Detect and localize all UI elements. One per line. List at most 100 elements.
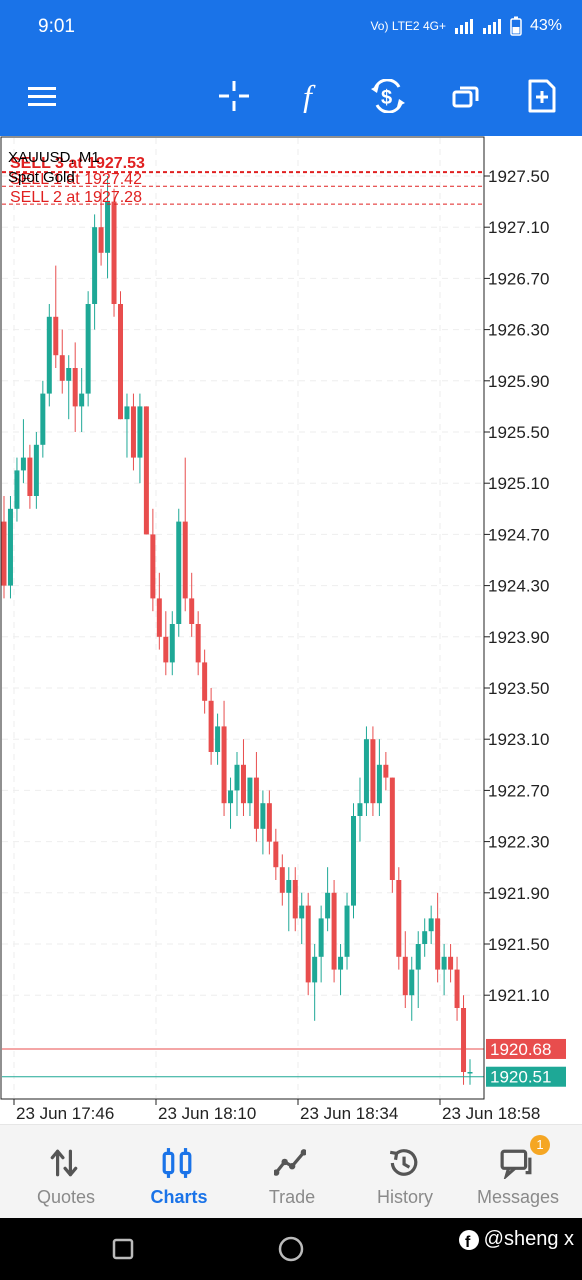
candle-body xyxy=(189,598,195,624)
candle-body xyxy=(92,227,98,304)
chart-frame xyxy=(0,136,485,1100)
candle-body xyxy=(415,944,421,970)
candle xyxy=(1,496,7,599)
candle-body xyxy=(1,521,7,586)
candle-body xyxy=(228,790,234,804)
candle xyxy=(79,368,85,432)
candle-body xyxy=(247,777,253,804)
battery-icon xyxy=(510,16,522,36)
recents-icon[interactable] xyxy=(112,1238,134,1260)
candle xyxy=(415,931,421,1008)
candle-body xyxy=(266,803,272,842)
charts-icon xyxy=(162,1148,192,1178)
candle-body xyxy=(467,1072,473,1074)
candle-body xyxy=(105,201,111,253)
candle xyxy=(163,611,169,676)
candle xyxy=(279,854,285,906)
windows-button[interactable] xyxy=(444,74,488,118)
nav-item-history[interactable]: History xyxy=(347,1125,463,1219)
price-tick-label: 1921.50 xyxy=(488,935,549,954)
nav-item-charts[interactable]: Charts xyxy=(121,1125,237,1219)
chart-toolbar: f $ xyxy=(0,56,582,136)
battery-level: 43% xyxy=(529,17,562,34)
candle xyxy=(422,918,428,957)
nav-label: Charts xyxy=(150,1187,208,1207)
trade-button[interactable]: $ xyxy=(366,74,410,118)
status-time: 9:01 xyxy=(38,16,75,37)
candle xyxy=(435,892,441,983)
nav-item-messages[interactable]: Messages 1 xyxy=(460,1125,576,1219)
candle xyxy=(7,496,13,599)
candle xyxy=(66,355,72,420)
candle xyxy=(454,956,460,1021)
trade-dollar-icon: $ xyxy=(371,79,405,113)
candle xyxy=(234,752,240,816)
chart-grid xyxy=(2,138,484,1098)
candle-body xyxy=(409,969,415,996)
new-order-button[interactable] xyxy=(520,74,564,118)
candle-body xyxy=(79,393,85,407)
candle xyxy=(195,611,201,676)
notification-badge: 1 xyxy=(530,1135,550,1155)
bottom-navigation: Quotes Charts Trade History Messages 1 xyxy=(0,1124,582,1219)
candle xyxy=(143,406,149,535)
candle xyxy=(409,956,415,1021)
candle xyxy=(467,1059,473,1085)
candle-body xyxy=(176,521,182,624)
crosshair-button[interactable] xyxy=(212,74,256,118)
new-document-icon xyxy=(528,79,556,113)
svg-text:f: f xyxy=(465,1234,471,1251)
candle-body xyxy=(338,956,344,970)
candle-body xyxy=(85,304,91,394)
price-tick-label: 1923.50 xyxy=(488,679,549,698)
indicators-button[interactable]: f xyxy=(290,74,334,118)
candle-body xyxy=(389,777,395,880)
candle xyxy=(111,188,117,317)
history-icon xyxy=(389,1149,418,1176)
candle xyxy=(14,457,20,522)
nav-item-quotes[interactable]: Quotes xyxy=(8,1125,124,1219)
candle xyxy=(344,892,350,970)
candle xyxy=(331,880,337,983)
candle xyxy=(273,828,279,880)
bid-price-label: 1920.51 xyxy=(490,1068,551,1087)
candle-body xyxy=(331,892,337,970)
candle xyxy=(53,265,59,368)
price-tick-label: 1921.90 xyxy=(488,884,549,903)
candle xyxy=(208,688,214,765)
candle-body xyxy=(312,956,318,983)
candle xyxy=(137,393,143,484)
order-label: SELL 2 at 1927.28 xyxy=(10,189,142,206)
candle xyxy=(383,752,389,791)
candle-body xyxy=(461,1008,467,1072)
candle-body xyxy=(98,227,104,253)
status-icons: Vo) LTE2 4G+ 43% xyxy=(370,16,562,36)
candle-body xyxy=(124,406,130,420)
candle-body xyxy=(402,956,408,996)
candle-body xyxy=(351,816,356,906)
price-tick-label: 1925.50 xyxy=(488,423,549,442)
candle xyxy=(240,739,246,816)
candle-body xyxy=(454,969,460,1008)
candle xyxy=(105,176,111,279)
price-axis: 1927.50 1927.10 1926.70 1926.30 1925.90 1925.… xyxy=(484,167,549,1005)
candle-body xyxy=(208,700,214,752)
nav-item-trade[interactable]: Trade xyxy=(234,1125,350,1219)
time-tick-label: 23 Jun 18:58 xyxy=(442,1104,540,1123)
candle xyxy=(33,432,39,509)
candle xyxy=(228,777,234,829)
candle xyxy=(27,444,33,509)
candle-body xyxy=(7,508,13,586)
candle xyxy=(59,329,65,394)
home-icon[interactable] xyxy=(278,1236,304,1262)
menu-button[interactable] xyxy=(20,74,64,118)
chart-area[interactable]: SELL 3 at 1927.53 SELL 1 at 1927.42 SELL 2… xyxy=(0,136,582,1126)
candle-body xyxy=(305,905,311,983)
candle-body xyxy=(27,457,33,496)
candle-body xyxy=(72,368,78,407)
candle xyxy=(286,867,292,932)
candle-body xyxy=(20,457,26,471)
status-bar: 9:01 Vo) LTE2 4G+ 43% xyxy=(0,0,582,56)
